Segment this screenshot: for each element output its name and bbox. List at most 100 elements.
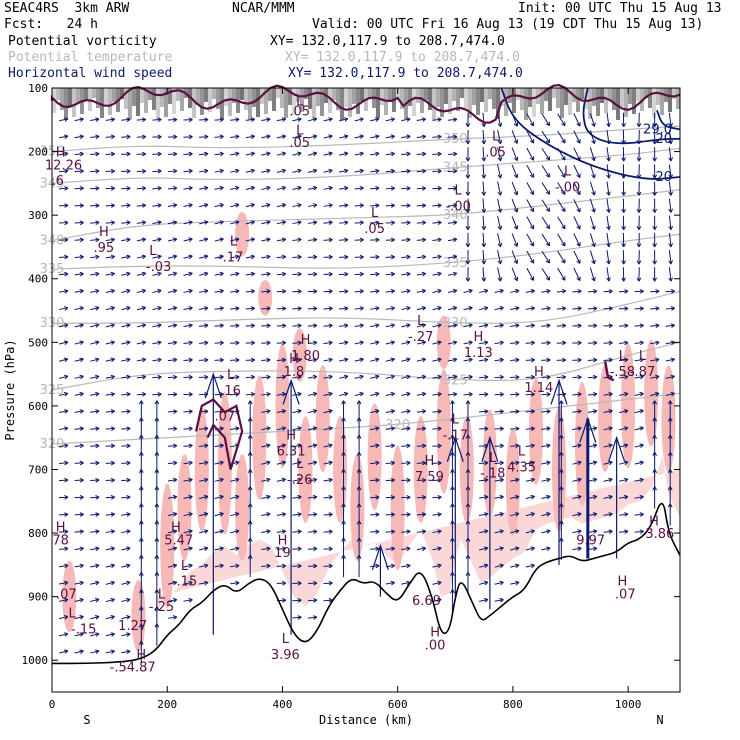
wind-vector-head	[546, 477, 551, 483]
wind-vector	[276, 135, 286, 139]
wind-speed-label: 20	[655, 170, 672, 185]
wind-vector-head	[545, 258, 551, 264]
wind-vector	[105, 393, 115, 396]
wind-vector	[90, 118, 100, 122]
wind-vector-head	[341, 469, 346, 474]
wind-vector-head	[138, 469, 144, 474]
pv-extremum-label: L	[69, 607, 77, 622]
wind-vector-head	[652, 208, 658, 213]
wind-vector-head	[313, 323, 318, 329]
wind-vector-head	[639, 323, 644, 329]
wind-vector-head	[79, 186, 84, 191]
wind-vector-head	[312, 443, 318, 448]
wind-vector-head	[266, 237, 271, 243]
wind-vector	[463, 289, 473, 294]
wind-vector	[276, 393, 286, 396]
wind-vector-head	[639, 374, 644, 380]
wind-vector	[572, 359, 582, 361]
wind-vector	[292, 513, 302, 516]
wind-vector	[339, 307, 349, 310]
wind-vector	[587, 444, 597, 448]
wind-vector-head	[110, 323, 115, 328]
wind-vector-head	[577, 529, 582, 534]
wind-vector-head	[421, 512, 427, 517]
wind-vector-head	[576, 207, 581, 213]
wind-vector	[105, 547, 115, 551]
pv-extremum-label: H	[301, 333, 311, 348]
wind-vector-head	[95, 374, 100, 380]
wind-vector	[479, 479, 489, 482]
wind-vector-head	[356, 417, 362, 422]
wind-vector-head	[281, 237, 287, 243]
wind-vector	[589, 181, 595, 196]
wind-vector-head	[173, 426, 178, 432]
wind-vector	[152, 289, 162, 294]
wind-vector-head	[529, 276, 535, 281]
wind-vector-head	[497, 277, 503, 282]
wind-vector-head	[235, 340, 240, 346]
wind-vector	[214, 238, 224, 242]
wind-vector-head	[437, 323, 442, 328]
theta-label: 320	[385, 418, 410, 433]
wind-vector-head	[621, 123, 626, 128]
wind-vector-head	[312, 512, 318, 517]
pv-extremum-label: L	[518, 444, 526, 459]
wind-vector-head	[390, 186, 395, 191]
wind-vector-head	[126, 374, 131, 380]
wind-vector-head	[359, 220, 364, 226]
upper-band-cell	[432, 88, 436, 120]
wind-vector-head	[154, 486, 160, 491]
wind-vector	[510, 341, 520, 344]
wind-vector-head	[515, 443, 520, 449]
wind-vector-head	[235, 374, 240, 380]
wind-vector	[105, 289, 115, 293]
wind-vector-head	[95, 391, 100, 397]
wind-vector	[385, 135, 395, 139]
wind-vector	[276, 118, 286, 122]
wind-vector-head	[64, 443, 69, 449]
wind-vector	[121, 307, 131, 311]
wind-vector-head	[297, 598, 302, 603]
wind-vector	[587, 530, 597, 534]
wind-vector	[292, 186, 302, 190]
wind-vector-head	[406, 186, 411, 191]
wind-vector	[74, 530, 84, 533]
wind-vector	[479, 530, 489, 534]
pv-extremum-label: L	[417, 314, 425, 329]
wind-vector-head	[591, 225, 596, 230]
wind-vector	[276, 186, 286, 191]
pv-extremum-label: L	[452, 413, 460, 428]
wind-vector	[479, 324, 489, 328]
wind-vector-head	[95, 443, 100, 449]
wind-vector-head	[375, 546, 380, 552]
wind-vector-head	[608, 323, 613, 329]
wind-vector-head	[639, 306, 644, 311]
upper-band-cell	[472, 88, 476, 105]
upper-band-cell	[592, 88, 596, 106]
wind-vector	[385, 410, 395, 413]
wind-vector	[447, 324, 457, 328]
wind-vector-head	[437, 563, 442, 569]
wind-vector-head	[421, 426, 427, 432]
wind-vector-head	[546, 323, 551, 329]
wind-vector	[587, 495, 597, 499]
wind-vector-head	[483, 323, 489, 328]
wind-vector-head	[172, 220, 178, 225]
wind-vector	[105, 358, 115, 362]
wind-vector	[634, 478, 644, 482]
wind-vector-head	[188, 546, 193, 551]
wind-vector	[167, 204, 177, 207]
upper-band-cell	[160, 88, 164, 107]
wind-vector	[152, 255, 162, 259]
wind-vector	[214, 342, 224, 344]
wind-vector-head	[468, 306, 473, 311]
wind-vector	[167, 187, 177, 190]
wind-vector	[58, 565, 69, 568]
wind-vector-head	[126, 340, 131, 345]
wind-vector-head	[328, 151, 333, 157]
upper-band-cell	[620, 88, 624, 107]
wind-vector	[665, 341, 675, 345]
wind-vector	[572, 410, 582, 413]
wind-vector	[634, 375, 644, 379]
wind-vector-head	[157, 185, 162, 191]
